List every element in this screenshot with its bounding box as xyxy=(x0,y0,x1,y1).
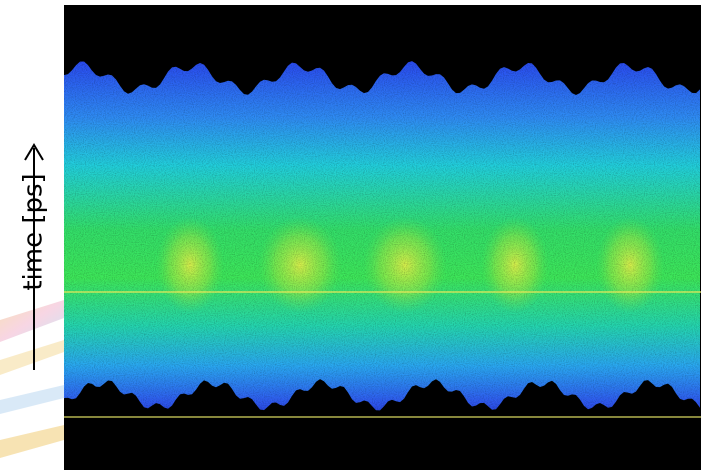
axis-label: time [ps] xyxy=(19,173,49,290)
intensity-band xyxy=(64,30,701,430)
figure: time [ps] xyxy=(0,0,701,470)
background-streaks xyxy=(0,300,64,458)
page: time [ps] (() => { const data = JSON.par… xyxy=(0,0,701,470)
